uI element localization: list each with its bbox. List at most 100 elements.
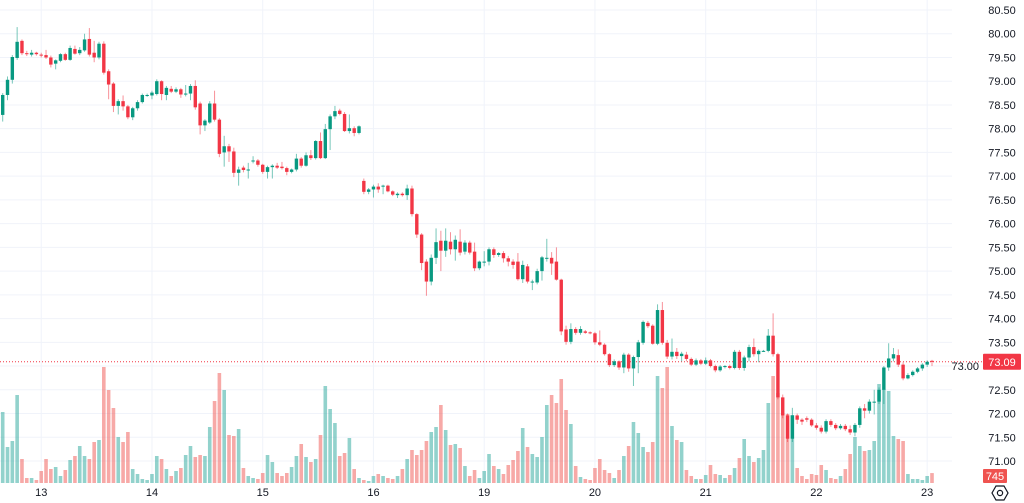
candle-body (1, 94, 5, 115)
candle (496, 252, 501, 257)
volume-bar (49, 469, 53, 483)
volume-bar (795, 468, 799, 483)
volume-bar (458, 448, 462, 483)
candle-body (819, 427, 823, 432)
candle (294, 153, 299, 172)
candle (877, 387, 881, 405)
candle (867, 399, 872, 414)
volume-bar (660, 388, 665, 483)
candle (265, 165, 270, 179)
candle-body (227, 146, 231, 152)
volume-bar (872, 441, 877, 483)
candle (381, 184, 385, 195)
volume-bar (44, 459, 48, 483)
price-axis[interactable]: 80.50 80.00 79.50 79.00 78.50 78.00 77.50 77.00… (951, 5, 1015, 468)
candle (925, 360, 929, 368)
candle-body (217, 119, 222, 154)
volume-bar (472, 470, 477, 483)
volume-bar (236, 429, 241, 483)
volume-bar (824, 470, 828, 483)
price-tick-label: 75.50 (988, 242, 1016, 254)
time-tick-label: 21 (700, 487, 712, 499)
candle-body (285, 168, 289, 172)
candle (795, 413, 799, 424)
candle-body (906, 375, 910, 379)
candle-body (901, 364, 905, 379)
candle (838, 423, 843, 430)
price-tick-label: 77.00 (988, 171, 1016, 183)
volume-bar (400, 469, 405, 483)
candle-body (150, 92, 154, 96)
volume-bar (501, 474, 506, 483)
volume-bar (679, 442, 684, 483)
volume-bar (203, 456, 207, 483)
volume-bar (525, 447, 530, 483)
volume-bar (405, 459, 409, 483)
candle-body (434, 242, 438, 258)
volume-bar (159, 459, 164, 483)
candle-body (155, 81, 159, 95)
volume-bar (299, 444, 304, 483)
candle-body (323, 129, 328, 159)
candle (236, 166, 241, 186)
candle (737, 349, 742, 370)
candle (261, 163, 265, 174)
candle-body (313, 141, 318, 159)
candle (569, 323, 573, 345)
volume-bar (588, 480, 592, 483)
volume-bar (607, 473, 612, 483)
candle (289, 168, 294, 174)
volume-bar (829, 478, 833, 483)
time-axis[interactable]: 13 14 15 16 19 20 21 22 23 (35, 487, 933, 499)
candle-body (5, 79, 10, 95)
last-volume-tag: 745 (983, 469, 1007, 483)
candle-body (530, 281, 535, 283)
candle-body (675, 351, 679, 357)
candle-body (915, 368, 920, 372)
candle (506, 255, 510, 267)
settings-icon[interactable] (991, 485, 1009, 501)
volume-bar (140, 479, 145, 483)
candle-body (458, 241, 462, 253)
candle (232, 147, 236, 178)
candle-body (540, 257, 544, 272)
volume-bar (5, 447, 10, 483)
volume-bar (496, 469, 501, 483)
time-tick-label: 13 (35, 487, 47, 499)
volume-bar (183, 455, 188, 483)
candle-body (569, 329, 573, 342)
volume-bar (188, 446, 193, 483)
candle (97, 41, 101, 60)
candle-body (651, 325, 655, 344)
candle-body (814, 425, 819, 428)
candle-body (737, 351, 742, 368)
candle-body (44, 55, 48, 58)
candle-body (15, 41, 19, 58)
volume-bar (424, 441, 429, 483)
candle (699, 358, 703, 366)
candle-body (73, 48, 77, 54)
candle-body (732, 351, 737, 368)
candle (155, 79, 159, 96)
candle (785, 413, 790, 443)
candle-body (405, 188, 409, 196)
volume-bar (212, 401, 217, 483)
candle-body (617, 361, 621, 368)
volume-bar (689, 476, 694, 483)
candle (689, 357, 693, 367)
volume-bar (126, 432, 130, 483)
candle (814, 423, 819, 430)
candle-body (131, 108, 135, 118)
candle-body (862, 408, 867, 411)
candle-body (920, 364, 925, 369)
volume-bar (29, 478, 34, 483)
time-tick-label: 15 (257, 487, 269, 499)
time-tick-label: 20 (589, 487, 601, 499)
candle (723, 365, 727, 369)
candle (415, 213, 419, 238)
candle (602, 343, 607, 356)
volume-bar (732, 468, 737, 483)
candle (665, 339, 669, 359)
candle (882, 366, 886, 405)
